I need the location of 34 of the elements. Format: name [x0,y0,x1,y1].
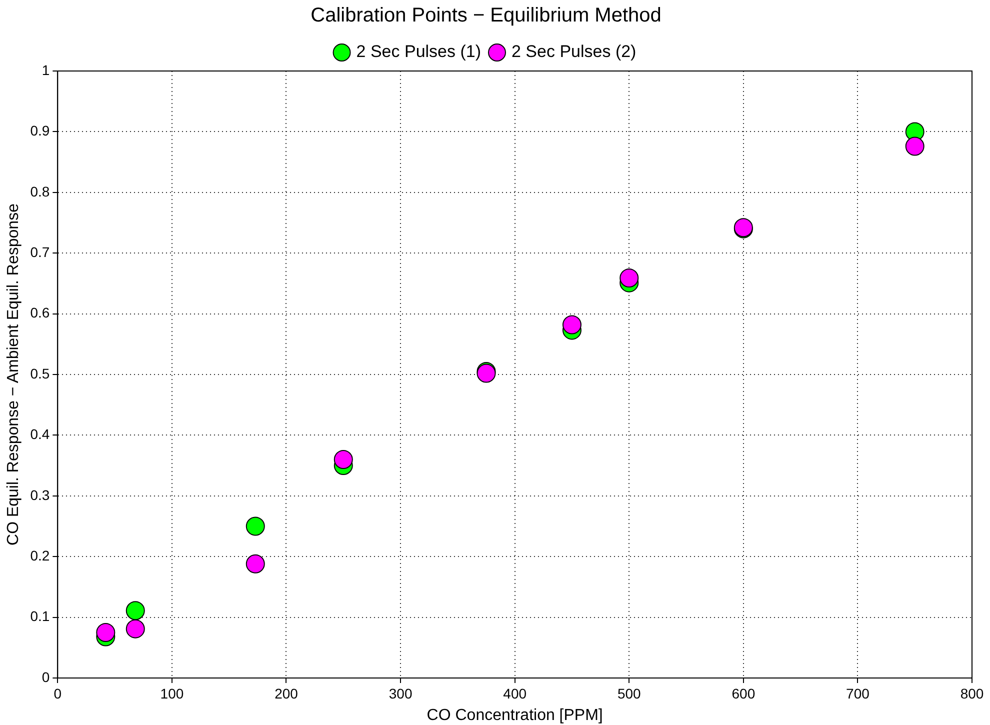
y-tick-label: 0.4 [30,426,50,442]
y-tick-label: 0.2 [30,547,50,564]
y-tick-label: 0.1 [30,608,50,624]
legend-label: 2 Sec Pulses (2) [512,42,636,62]
y-tick-label: 0 [42,668,50,685]
point [620,268,639,288]
y-axis-title: CO Equil. Response − Ambient Equil. Response [5,203,22,546]
point [126,601,145,620]
y-tick-label: 0.8 [30,183,50,200]
x-tick-label: 400 [503,685,527,702]
y-tick-label: 1 [42,62,50,78]
x-tick-label: 600 [732,685,756,702]
point [246,516,265,536]
point [246,554,265,574]
y-tick-label: 0.5 [30,365,50,382]
point [562,315,582,334]
x-tick-label: 100 [160,685,184,702]
x-axis-title: CO Concentration [PPM] [426,706,603,724]
x-tick-label: 800 [960,685,984,702]
x-tick-label: 0 [54,685,62,702]
y-tick-label: 0.6 [30,304,50,321]
chart-title: Calibration Points − Equilibrium Method [310,4,662,27]
point [96,622,116,642]
x-tick-label: 700 [846,685,870,702]
point [905,136,924,156]
x-tick-label: 500 [617,685,642,702]
point [126,619,145,638]
y-tick-label: 0.3 [30,486,50,503]
legend-label: 2 Sec Pulses (1) [356,42,482,62]
x-tick-label: 200 [274,685,298,702]
y-tick-label: 0.7 [30,244,50,260]
point [334,450,353,469]
x-tick-label: 300 [388,685,412,702]
y-tick-label: 0.9 [30,122,50,139]
